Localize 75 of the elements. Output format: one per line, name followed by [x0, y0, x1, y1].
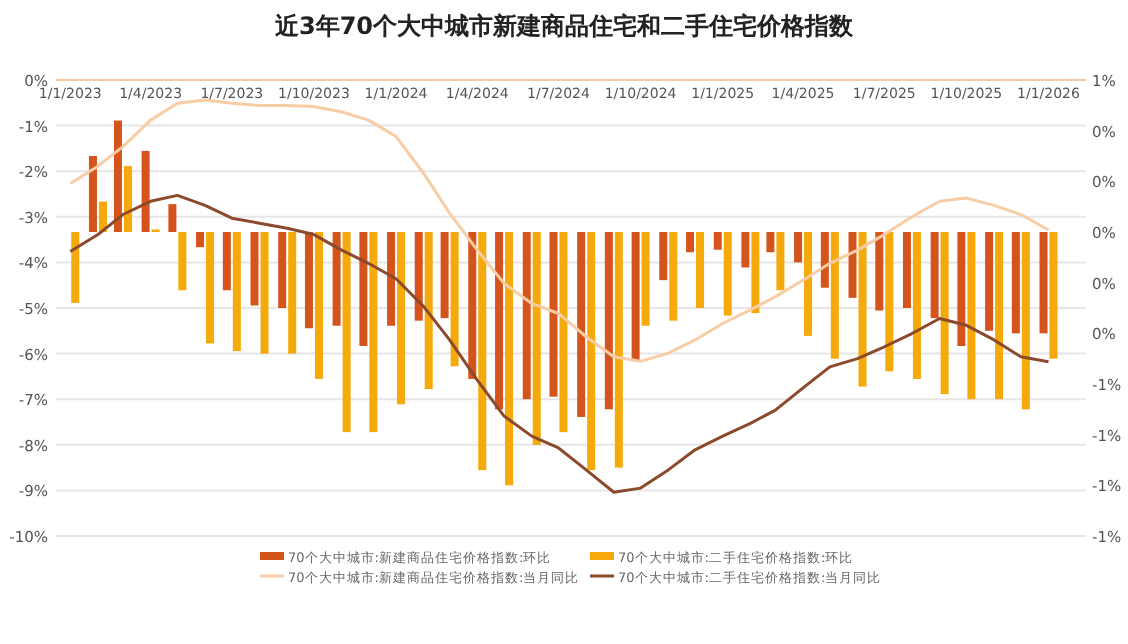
bar [505, 232, 514, 486]
bar [196, 232, 205, 248]
bar [450, 232, 459, 367]
bar [995, 232, 1004, 400]
bar [260, 232, 269, 354]
bar [631, 232, 640, 362]
bar [902, 232, 911, 308]
bar [930, 232, 939, 319]
bar [985, 232, 994, 331]
bar [71, 232, 80, 303]
bar [885, 232, 894, 372]
bar [686, 232, 695, 253]
bar [232, 232, 241, 352]
bar [794, 232, 803, 263]
bar [424, 232, 433, 390]
bar [848, 232, 857, 298]
bar [304, 232, 313, 329]
bar [804, 232, 813, 336]
bar [141, 150, 150, 232]
chart-title: 近3年70个大中城市新建商品住宅和二手住宅价格指数 [272, 12, 856, 40]
bar [820, 232, 829, 288]
bar [178, 232, 187, 291]
bar [359, 232, 368, 346]
bar [741, 232, 750, 268]
bar [549, 232, 558, 397]
bar [957, 232, 966, 346]
bar [88, 156, 97, 232]
bar [250, 232, 259, 306]
bar [98, 201, 107, 232]
bar [776, 232, 785, 291]
bar [206, 232, 215, 344]
bar [1039, 232, 1048, 334]
line-series [68, 193, 1051, 494]
bar [830, 232, 839, 359]
bar [766, 232, 775, 253]
bar [387, 232, 396, 326]
bar [604, 232, 613, 410]
bar [278, 232, 287, 308]
bar [369, 232, 378, 433]
bar [123, 166, 132, 232]
bar [168, 204, 177, 232]
bar [1049, 232, 1058, 359]
bar [314, 232, 323, 379]
bar [532, 232, 541, 445]
bar [967, 232, 976, 400]
bar [723, 232, 732, 316]
bar [222, 232, 231, 291]
bar [641, 232, 650, 326]
bar [587, 232, 596, 471]
bar [659, 232, 668, 281]
bar [940, 232, 949, 395]
bar [468, 232, 477, 379]
bar [342, 232, 351, 433]
bar [751, 232, 760, 314]
bar [696, 232, 705, 308]
bar [440, 232, 449, 319]
bar [1021, 232, 1030, 410]
bar [478, 232, 487, 471]
bar [495, 232, 504, 410]
bar [912, 232, 921, 379]
bar [614, 232, 623, 468]
bar [397, 232, 406, 405]
bar [414, 232, 423, 321]
bar [875, 232, 884, 311]
bar [713, 232, 722, 250]
bar [669, 232, 678, 321]
bar [559, 232, 568, 433]
bar [288, 232, 297, 354]
bar [522, 232, 531, 400]
bar [858, 232, 867, 387]
bar [1011, 232, 1020, 334]
bar [113, 120, 122, 232]
bar [577, 232, 586, 417]
line-series [68, 98, 1051, 363]
bar [332, 232, 341, 326]
